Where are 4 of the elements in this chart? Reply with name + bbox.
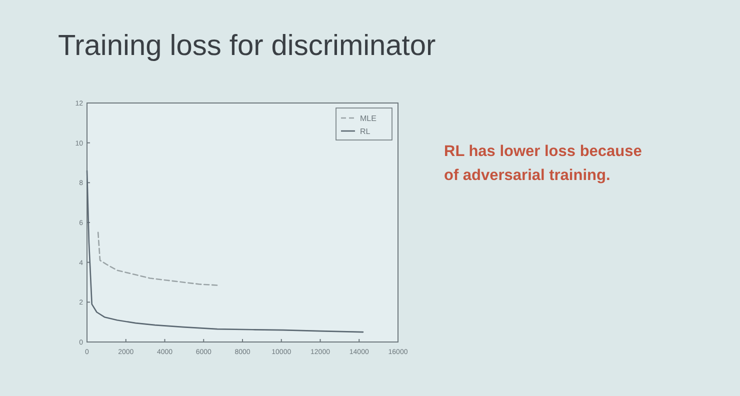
- legend-label: MLE: [360, 114, 376, 123]
- chart-title: Training loss for discriminator: [58, 30, 436, 62]
- text: RL has lower loss because of adversarial training.: [444, 143, 642, 184]
- legend-label: RL: [360, 127, 371, 136]
